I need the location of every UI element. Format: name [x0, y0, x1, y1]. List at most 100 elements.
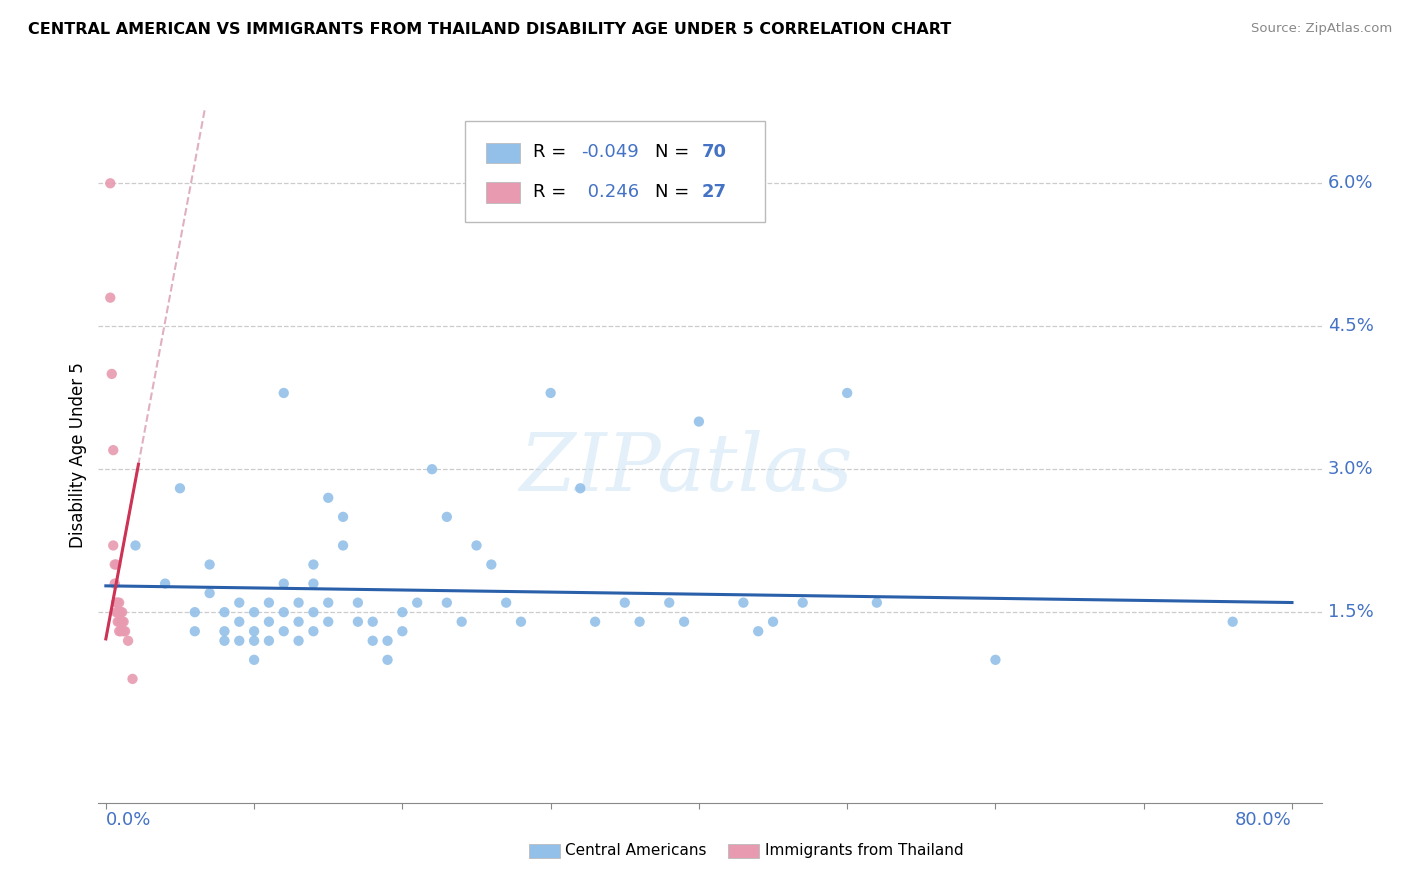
Point [569, 481, 592, 495]
Point [111, 615, 134, 629]
Point [347, 615, 370, 629]
Point [273, 605, 295, 619]
Text: -0.049: -0.049 [582, 144, 640, 161]
Text: 3.0%: 3.0% [1327, 460, 1374, 478]
Point [273, 576, 295, 591]
Point [243, 633, 266, 648]
Point [214, 633, 236, 648]
Point [302, 605, 325, 619]
Point [465, 539, 488, 553]
Point [124, 539, 146, 553]
Text: 70: 70 [702, 144, 727, 161]
Text: N =: N = [655, 183, 695, 201]
Point [510, 615, 533, 629]
Point [361, 615, 384, 629]
Point [332, 509, 354, 524]
Point [108, 615, 131, 629]
Point [108, 605, 131, 619]
Point [228, 596, 250, 610]
Point [984, 653, 1007, 667]
Point [108, 596, 131, 610]
Point [104, 576, 127, 591]
Point [110, 605, 132, 619]
Text: 4.5%: 4.5% [1327, 318, 1374, 335]
Point [316, 596, 339, 610]
Text: 1.5%: 1.5% [1327, 603, 1374, 621]
Point [153, 576, 176, 591]
Y-axis label: Disability Age Under 5: Disability Age Under 5 [69, 362, 87, 548]
Point [391, 624, 413, 639]
Point [316, 615, 339, 629]
Point [391, 605, 413, 619]
Point [287, 633, 309, 648]
Text: R =: R = [533, 144, 572, 161]
Point [273, 624, 295, 639]
Point [110, 624, 132, 639]
Point [111, 605, 134, 619]
Point [104, 558, 127, 572]
FancyBboxPatch shape [486, 182, 520, 203]
Point [243, 624, 266, 639]
Point [673, 615, 696, 629]
Point [302, 558, 325, 572]
Point [228, 615, 250, 629]
Point [105, 558, 128, 572]
FancyBboxPatch shape [486, 143, 520, 163]
Point [100, 367, 122, 381]
Text: 27: 27 [702, 183, 727, 201]
Text: Source: ZipAtlas.com: Source: ZipAtlas.com [1251, 22, 1392, 36]
FancyBboxPatch shape [465, 121, 765, 222]
Point [628, 615, 651, 629]
Point [105, 596, 128, 610]
Point [257, 615, 280, 629]
Point [495, 596, 517, 610]
Point [436, 509, 458, 524]
Point [302, 624, 325, 639]
Text: Immigrants from Thailand: Immigrants from Thailand [765, 844, 963, 858]
Point [361, 633, 384, 648]
Point [866, 596, 889, 610]
Point [107, 596, 129, 610]
Point [184, 605, 207, 619]
Point [107, 605, 129, 619]
Point [273, 386, 295, 401]
Point [228, 633, 250, 648]
Point [107, 615, 129, 629]
Point [688, 415, 710, 429]
Point [302, 576, 325, 591]
Point [377, 653, 399, 667]
Point [114, 624, 136, 639]
Point [762, 615, 785, 629]
Point [214, 624, 236, 639]
Point [257, 596, 280, 610]
Point [436, 596, 458, 610]
Text: ZIPatlas: ZIPatlas [519, 430, 852, 508]
Point [108, 624, 131, 639]
Point [243, 605, 266, 619]
Point [613, 596, 636, 610]
Point [287, 596, 309, 610]
Point [98, 176, 121, 190]
Point [184, 624, 207, 639]
Point [105, 605, 128, 619]
Point [103, 539, 125, 553]
Point [243, 653, 266, 667]
Point [332, 539, 354, 553]
Point [257, 633, 280, 648]
Point [214, 605, 236, 619]
Point [347, 596, 370, 610]
Point [377, 633, 399, 648]
Point [733, 596, 755, 610]
Point [198, 586, 221, 600]
Point [103, 443, 125, 458]
Point [112, 624, 135, 639]
Text: CENTRAL AMERICAN VS IMMIGRANTS FROM THAILAND DISABILITY AGE UNDER 5 CORRELATION : CENTRAL AMERICAN VS IMMIGRANTS FROM THAI… [28, 22, 952, 37]
Point [420, 462, 443, 476]
Point [110, 615, 132, 629]
Point [747, 624, 769, 639]
Text: 0.0%: 0.0% [105, 811, 152, 830]
Point [837, 386, 859, 401]
Point [117, 633, 139, 648]
Text: Central Americans: Central Americans [565, 844, 707, 858]
Point [287, 615, 309, 629]
